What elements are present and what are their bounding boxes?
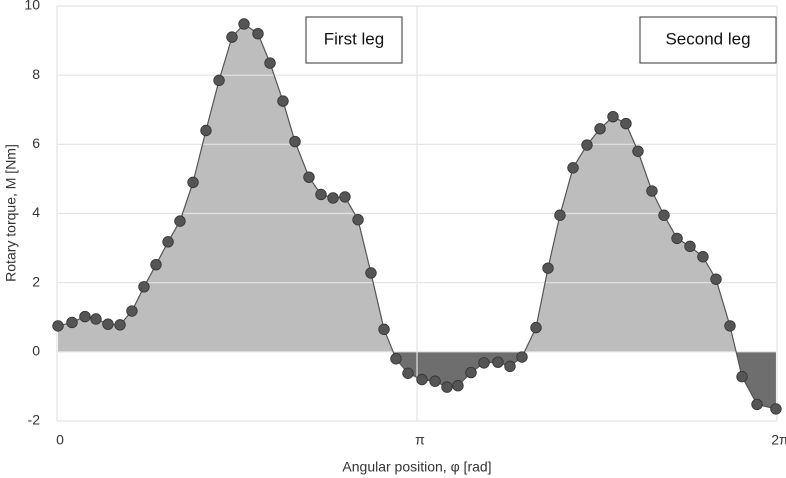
marker bbox=[710, 273, 722, 285]
marker bbox=[252, 27, 264, 40]
marker bbox=[724, 320, 736, 332]
marker bbox=[52, 320, 64, 332]
marker bbox=[339, 191, 351, 203]
marker bbox=[554, 209, 566, 221]
marker bbox=[277, 95, 289, 107]
marker bbox=[632, 145, 644, 157]
marker bbox=[315, 188, 327, 201]
marker bbox=[452, 380, 464, 392]
marker bbox=[200, 124, 212, 137]
marker bbox=[303, 171, 315, 183]
marker bbox=[770, 403, 782, 415]
marker bbox=[646, 185, 658, 197]
marker bbox=[607, 110, 619, 123]
marker bbox=[402, 367, 414, 379]
area-positive bbox=[58, 23, 776, 352]
marker bbox=[162, 236, 174, 248]
marker bbox=[429, 375, 441, 387]
marker bbox=[620, 117, 632, 130]
y-axis-label: Rotary torque, M [Nm] bbox=[3, 144, 19, 282]
marker bbox=[365, 267, 377, 279]
marker bbox=[126, 305, 138, 317]
y-tick-label: 4 bbox=[32, 204, 40, 220]
marker bbox=[187, 176, 199, 189]
marker bbox=[327, 192, 339, 204]
marker bbox=[150, 258, 162, 271]
marker bbox=[102, 318, 114, 330]
marker bbox=[416, 373, 428, 386]
marker bbox=[378, 323, 390, 336]
marker bbox=[567, 162, 579, 174]
marker bbox=[478, 357, 490, 369]
annotation-box bbox=[305, 16, 403, 64]
y-tick-label: 2 bbox=[32, 273, 40, 289]
y-tick-label: -2 bbox=[28, 412, 41, 428]
marker bbox=[516, 351, 528, 363]
marker bbox=[671, 232, 683, 245]
annotation: Second leg bbox=[665, 29, 750, 48]
marker bbox=[530, 321, 542, 334]
x-axis-label: Angular position, φ [rad] bbox=[342, 459, 491, 475]
marker bbox=[79, 310, 91, 323]
marker bbox=[114, 319, 126, 331]
annotation: First leg bbox=[324, 29, 384, 48]
marker bbox=[174, 215, 186, 227]
y-tick-label: 10 bbox=[24, 0, 40, 13]
marker bbox=[492, 356, 504, 368]
marker bbox=[697, 251, 709, 263]
marker bbox=[658, 209, 670, 221]
marker bbox=[390, 353, 402, 365]
marker bbox=[238, 18, 250, 30]
marker bbox=[684, 240, 696, 253]
marker bbox=[581, 139, 593, 151]
marker bbox=[138, 281, 150, 293]
marker bbox=[66, 316, 78, 329]
marker bbox=[736, 371, 748, 383]
marker bbox=[465, 366, 477, 379]
marker bbox=[213, 74, 225, 87]
marker bbox=[441, 381, 453, 393]
x-tick-label: π bbox=[415, 432, 425, 448]
y-tick-label: 0 bbox=[32, 343, 40, 359]
marker bbox=[751, 398, 763, 411]
marker bbox=[542, 262, 554, 274]
marker bbox=[504, 360, 516, 373]
marker bbox=[289, 135, 301, 148]
marker bbox=[352, 214, 364, 226]
marker bbox=[594, 123, 606, 135]
y-tick-label: 6 bbox=[32, 135, 40, 151]
marker bbox=[226, 31, 238, 43]
y-tick-label: 8 bbox=[32, 66, 40, 82]
annotation-box bbox=[639, 16, 777, 64]
x-tick-label: 0 bbox=[56, 432, 64, 448]
x-tick-label: 2π bbox=[771, 432, 786, 448]
marker bbox=[264, 57, 276, 69]
marker bbox=[90, 313, 102, 325]
